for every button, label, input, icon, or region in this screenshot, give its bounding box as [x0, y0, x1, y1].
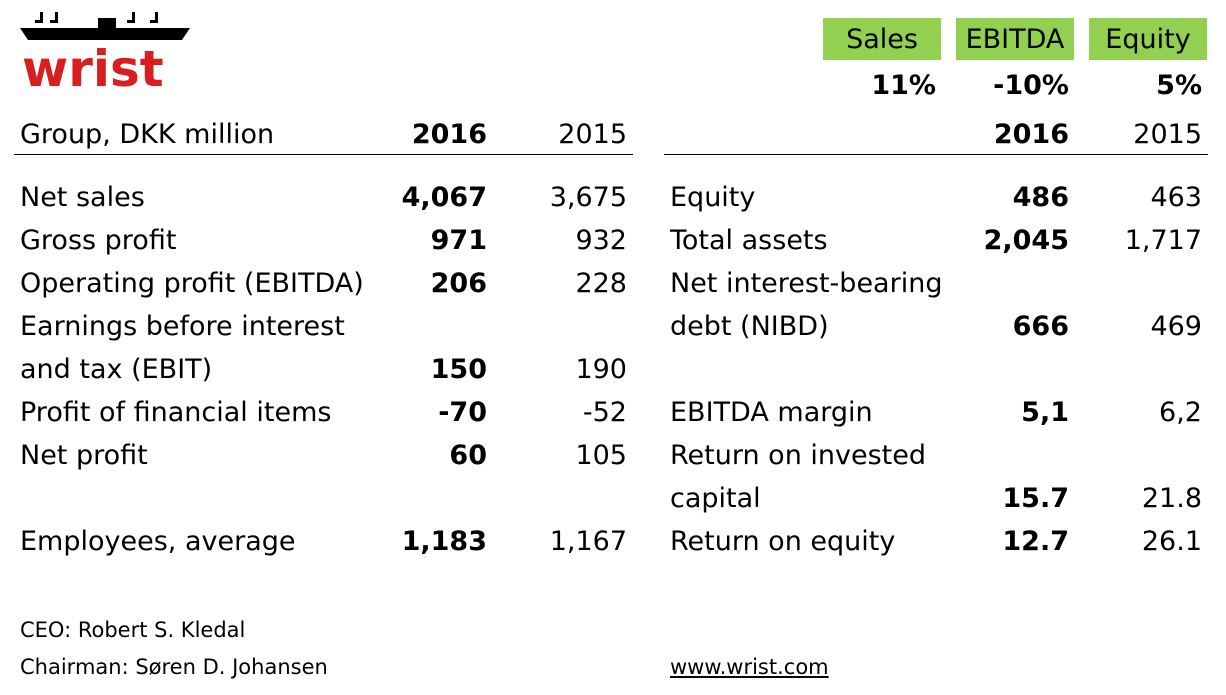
row-label: Profit of financial items	[20, 397, 332, 428]
row-label-line1: Net interest-bearing	[670, 268, 943, 299]
left-header-rule	[14, 154, 633, 155]
wrist-logo: wrist	[20, 6, 195, 98]
value-2016: 206	[430, 268, 487, 299]
value-2015: 463	[1150, 182, 1202, 213]
row-label-line1: Return on invested	[670, 440, 926, 471]
kpi-ebitda-label: EBITDA	[965, 24, 1065, 55]
value-2015: 3,675	[549, 182, 627, 213]
left-table-title: Group, DKK million	[20, 119, 275, 150]
left-header-2015: 2015	[558, 119, 627, 150]
footer-ceo: CEO: Robert S. Kledal	[20, 618, 246, 642]
row-label-line2: capital	[670, 483, 761, 514]
value-2015: 1,167	[549, 526, 627, 557]
value-2015: 105	[575, 440, 627, 471]
kpi-ebitda-box: EBITDA	[956, 18, 1074, 60]
row-label-line2: and tax (EBIT)	[20, 354, 213, 385]
row-label-line2: debt (NIBD)	[670, 311, 829, 342]
row-label-line1: Earnings before interest	[20, 311, 345, 342]
row-label: Net sales	[20, 182, 145, 213]
value-2016: 150	[430, 354, 487, 385]
value-2016: 15.7	[1002, 483, 1069, 514]
kpi-equity-box: Equity	[1089, 18, 1207, 60]
left-header-2016: 2016	[411, 119, 487, 150]
row-label: EBITDA margin	[670, 397, 873, 428]
value-2015: 190	[575, 354, 627, 385]
right-header-rule	[664, 154, 1208, 155]
kpi-sales-value: 11%	[871, 70, 936, 101]
footer-chairman: Chairman: Søren D. Johansen	[20, 655, 328, 679]
row-label: Employees, average	[20, 526, 296, 557]
website-link[interactable]: www.wrist.com	[670, 655, 829, 679]
value-2016: 971	[430, 225, 487, 256]
value-2016: 666	[1012, 311, 1069, 342]
value-2015: 932	[575, 225, 627, 256]
value-2016: -70	[438, 397, 487, 428]
value-2015: 228	[575, 268, 627, 299]
value-2016: 4,067	[401, 182, 487, 213]
value-2015: 1,717	[1124, 225, 1202, 256]
kpi-sales-box: Sales	[823, 18, 941, 60]
value-2016: 12.7	[1002, 526, 1069, 557]
row-label: Equity	[670, 182, 756, 213]
kpi-equity-label: Equity	[1105, 24, 1191, 55]
value-2016: 2,045	[983, 225, 1069, 256]
value-2015: 21.8	[1141, 483, 1202, 514]
kpi-equity-value: 5%	[1156, 70, 1202, 101]
right-header-2016: 2016	[993, 119, 1069, 150]
row-label: Total assets	[670, 225, 828, 256]
row-label: Operating profit (EBITDA)	[20, 268, 364, 299]
row-label: Return on equity	[670, 526, 896, 557]
value-2016: 5,1	[1021, 397, 1069, 428]
kpi-ebitda-value: -10%	[993, 70, 1069, 101]
logo-text: wrist	[22, 40, 164, 92]
value-2016: 486	[1012, 182, 1069, 213]
right-header-2015: 2015	[1133, 119, 1202, 150]
value-2015: 6,2	[1159, 397, 1202, 428]
value-2015: 26.1	[1141, 526, 1202, 557]
value-2015: -52	[582, 397, 627, 428]
kpi-sales-label: Sales	[846, 24, 918, 55]
row-label: Gross profit	[20, 225, 177, 256]
value-2015: 469	[1150, 311, 1202, 342]
value-2016: 1,183	[401, 526, 487, 557]
value-2016: 60	[449, 440, 487, 471]
row-label: Net profit	[20, 440, 148, 471]
ship-icon: wrist	[20, 12, 190, 98]
